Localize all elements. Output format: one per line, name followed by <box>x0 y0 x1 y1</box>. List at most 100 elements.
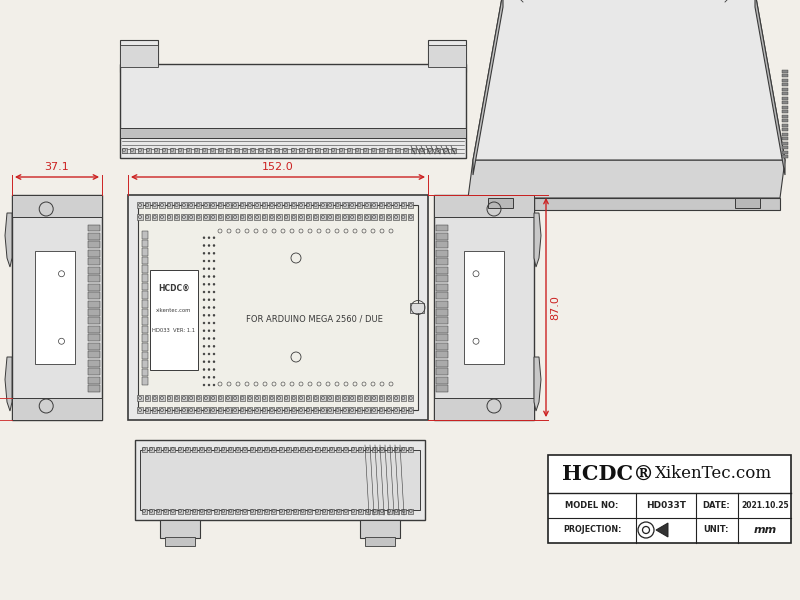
Circle shape <box>213 345 215 347</box>
Bar <box>320 407 326 413</box>
Bar <box>159 202 165 208</box>
Bar <box>290 148 295 152</box>
Bar <box>313 202 318 208</box>
Bar <box>782 88 788 91</box>
Bar <box>178 148 183 152</box>
Bar <box>235 446 240 451</box>
Circle shape <box>208 260 210 262</box>
Bar <box>394 202 399 208</box>
Bar <box>436 224 448 232</box>
Circle shape <box>203 337 205 340</box>
Bar <box>313 214 318 220</box>
Polygon shape <box>656 523 668 537</box>
Bar <box>276 214 282 220</box>
Text: FOR ARDUINO MEGA 2560 / DUE: FOR ARDUINO MEGA 2560 / DUE <box>246 314 382 323</box>
Bar <box>298 202 304 208</box>
Bar <box>196 395 202 401</box>
Bar <box>88 258 100 265</box>
Bar <box>240 214 245 220</box>
Bar <box>350 214 355 220</box>
Bar <box>278 446 283 451</box>
Bar <box>166 407 172 413</box>
Bar <box>782 74 788 77</box>
Circle shape <box>203 283 205 285</box>
Bar <box>306 148 311 152</box>
Bar <box>206 509 211 514</box>
Bar <box>488 198 513 208</box>
Bar <box>88 250 100 257</box>
Bar <box>146 148 150 152</box>
Bar <box>88 284 100 290</box>
Bar <box>242 446 247 451</box>
Bar <box>196 214 202 220</box>
Bar <box>189 202 194 208</box>
Bar <box>225 395 230 401</box>
Bar <box>257 446 262 451</box>
Text: 2021.10.25: 2021.10.25 <box>741 501 789 510</box>
Bar <box>434 398 534 420</box>
Bar <box>371 148 376 152</box>
Bar <box>185 446 190 451</box>
Bar <box>142 291 148 299</box>
Circle shape <box>208 384 210 386</box>
Bar <box>145 214 150 220</box>
Polygon shape <box>534 357 541 411</box>
Bar <box>401 407 406 413</box>
Bar <box>314 148 320 152</box>
Circle shape <box>208 307 210 308</box>
Text: xikentec.com: xikentec.com <box>156 307 192 313</box>
Circle shape <box>208 376 210 378</box>
Circle shape <box>213 322 215 324</box>
Text: HD033T: HD033T <box>646 501 686 510</box>
Bar <box>88 343 100 350</box>
Text: 37.1: 37.1 <box>45 162 70 172</box>
Bar <box>394 509 399 514</box>
Bar <box>185 509 190 514</box>
Bar <box>181 214 186 220</box>
Circle shape <box>208 330 210 332</box>
Bar <box>782 115 788 118</box>
Bar <box>782 137 788 140</box>
Bar <box>156 446 161 451</box>
Bar <box>365 509 370 514</box>
Circle shape <box>208 345 210 347</box>
Bar <box>210 395 216 401</box>
Circle shape <box>213 314 215 316</box>
Bar <box>347 148 352 152</box>
Bar <box>387 148 392 152</box>
Circle shape <box>203 384 205 386</box>
Bar <box>269 214 274 220</box>
Bar <box>436 368 448 375</box>
Bar <box>410 302 424 313</box>
Bar <box>343 446 348 451</box>
Bar <box>434 195 534 420</box>
Bar <box>357 214 362 220</box>
Bar <box>262 407 267 413</box>
Bar <box>394 214 399 220</box>
Bar <box>12 398 102 420</box>
Bar <box>254 214 260 220</box>
Circle shape <box>203 245 205 247</box>
Bar <box>194 148 199 152</box>
Bar <box>218 202 223 208</box>
Bar <box>235 509 240 514</box>
Bar <box>322 148 328 152</box>
Bar <box>140 450 420 510</box>
Bar <box>338 148 344 152</box>
Bar <box>548 455 791 543</box>
Bar <box>226 148 231 152</box>
Bar <box>271 446 276 451</box>
Bar <box>436 301 448 307</box>
Bar <box>286 446 290 451</box>
Bar <box>360 520 400 538</box>
Bar <box>142 334 148 342</box>
Polygon shape <box>5 357 12 411</box>
Bar <box>254 395 260 401</box>
Bar <box>242 148 247 152</box>
Bar <box>162 148 166 152</box>
Bar <box>240 395 245 401</box>
Bar <box>181 202 186 208</box>
Circle shape <box>203 361 205 363</box>
Bar <box>142 360 148 368</box>
Bar <box>291 214 296 220</box>
